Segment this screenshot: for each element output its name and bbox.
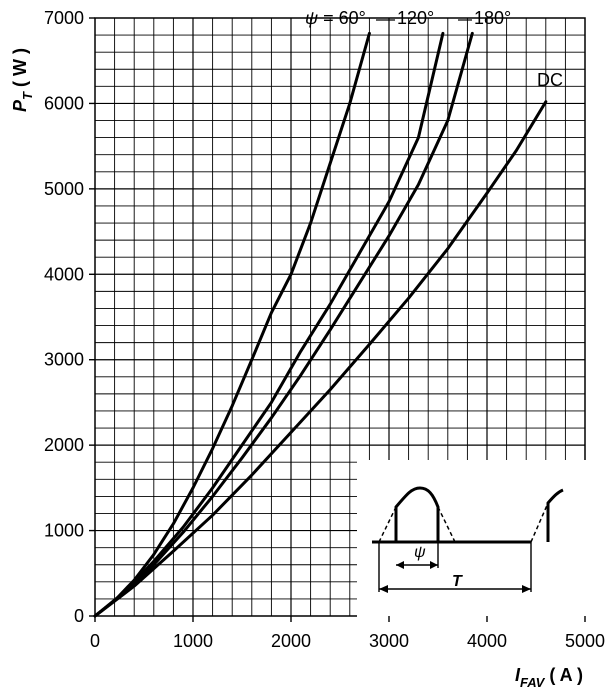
inset-psi-arrow-right	[430, 561, 438, 569]
y-tick-label: 3000	[44, 350, 84, 370]
series-line-60-	[93, 31, 371, 618]
inset-period-arrow-right	[522, 585, 531, 593]
inset-dashed-right	[530, 502, 549, 543]
y-tick-label: 0	[74, 606, 84, 626]
series-line-180-	[93, 31, 474, 618]
series-line-dc	[93, 100, 548, 618]
x-tick-label: 2000	[271, 631, 311, 651]
y-axis-title: PT ( W )	[10, 48, 35, 112]
inset-period-label: T	[452, 573, 463, 590]
x-tick-label: 0	[90, 631, 100, 651]
series-label: DC	[537, 70, 563, 90]
y-tick-label: 2000	[44, 435, 84, 455]
y-tick-label: 1000	[44, 521, 84, 541]
series-label: 180°	[474, 8, 511, 28]
x-tick-label: 1000	[173, 631, 213, 651]
inset-period-arrow-left	[379, 585, 388, 593]
series-layer	[93, 31, 548, 618]
y-tick-label: 4000	[44, 264, 84, 284]
inset-psi-arrow-left	[396, 561, 404, 569]
x-tick-label: 5000	[565, 631, 605, 651]
series-label: ψ = 60°	[305, 8, 366, 28]
inset-pulse-2	[546, 488, 564, 542]
series-label: 120°	[397, 8, 434, 28]
y-tick-label: 7000	[44, 8, 84, 28]
x-tick-label: 3000	[369, 631, 409, 651]
tick-labels-layer: 0 1000 2000 3000 4000 5000 0 1000 2000 3000 4000 50…	[44, 8, 605, 651]
inset-pulse-1	[394, 486, 440, 542]
inset-psi-label: ψ	[414, 544, 426, 561]
labels-layer: ψ = 60° 120° 180° DC IFAV ( A ) PT ( W )	[10, 8, 583, 690]
y-tick-label: 6000	[44, 93, 84, 113]
waveform-inset: ψ T	[357, 460, 591, 627]
series-line-120-	[93, 31, 445, 618]
x-tick-label: 4000	[467, 631, 507, 651]
x-axis-title: IFAV ( A )	[515, 665, 583, 690]
y-tick-label: 5000	[44, 179, 84, 199]
